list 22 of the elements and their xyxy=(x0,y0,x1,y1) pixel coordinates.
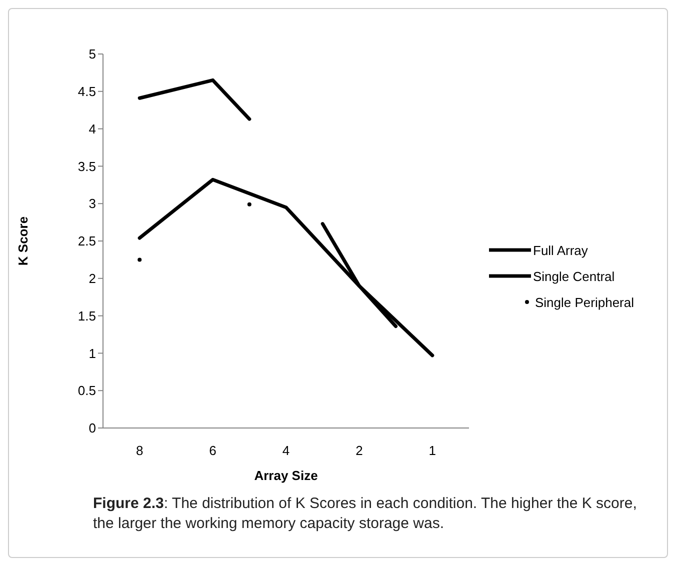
legend-label: Single Peripheral xyxy=(535,294,634,310)
y-tick-label: 3.5 xyxy=(78,158,96,174)
y-tick-label: 0 xyxy=(88,420,96,436)
y-axis-title: K Score xyxy=(16,216,31,266)
y-tick-label: 2 xyxy=(88,271,96,286)
x-axis-title: Array Size xyxy=(254,468,318,483)
y-tick-label: 0.5 xyxy=(78,383,96,398)
x-tick-label: 4 xyxy=(282,443,290,458)
y-tick-label: 4.5 xyxy=(78,84,96,100)
y-tick-label: 1 xyxy=(88,346,96,361)
y-tick-label: 3 xyxy=(88,196,96,212)
x-tick-label: 6 xyxy=(209,443,216,458)
x-tick-label: 1 xyxy=(428,443,436,458)
y-tick-label: 4 xyxy=(88,121,96,136)
x-tick-label: 8 xyxy=(136,443,144,458)
legend-label: Full Array xyxy=(533,242,588,258)
y-tick-label: 5 xyxy=(88,46,96,62)
caption: Figure 2.3: The distribution of K Scores in each condition. The higher the K score, the larger the working memory capacity storage was. xyxy=(93,495,637,532)
legend-label: Single Central xyxy=(533,268,615,284)
y-tick-label: 2.5 xyxy=(78,234,96,249)
x-tick-label: 2 xyxy=(356,443,363,458)
y-tick-label: 1.5 xyxy=(78,308,96,324)
